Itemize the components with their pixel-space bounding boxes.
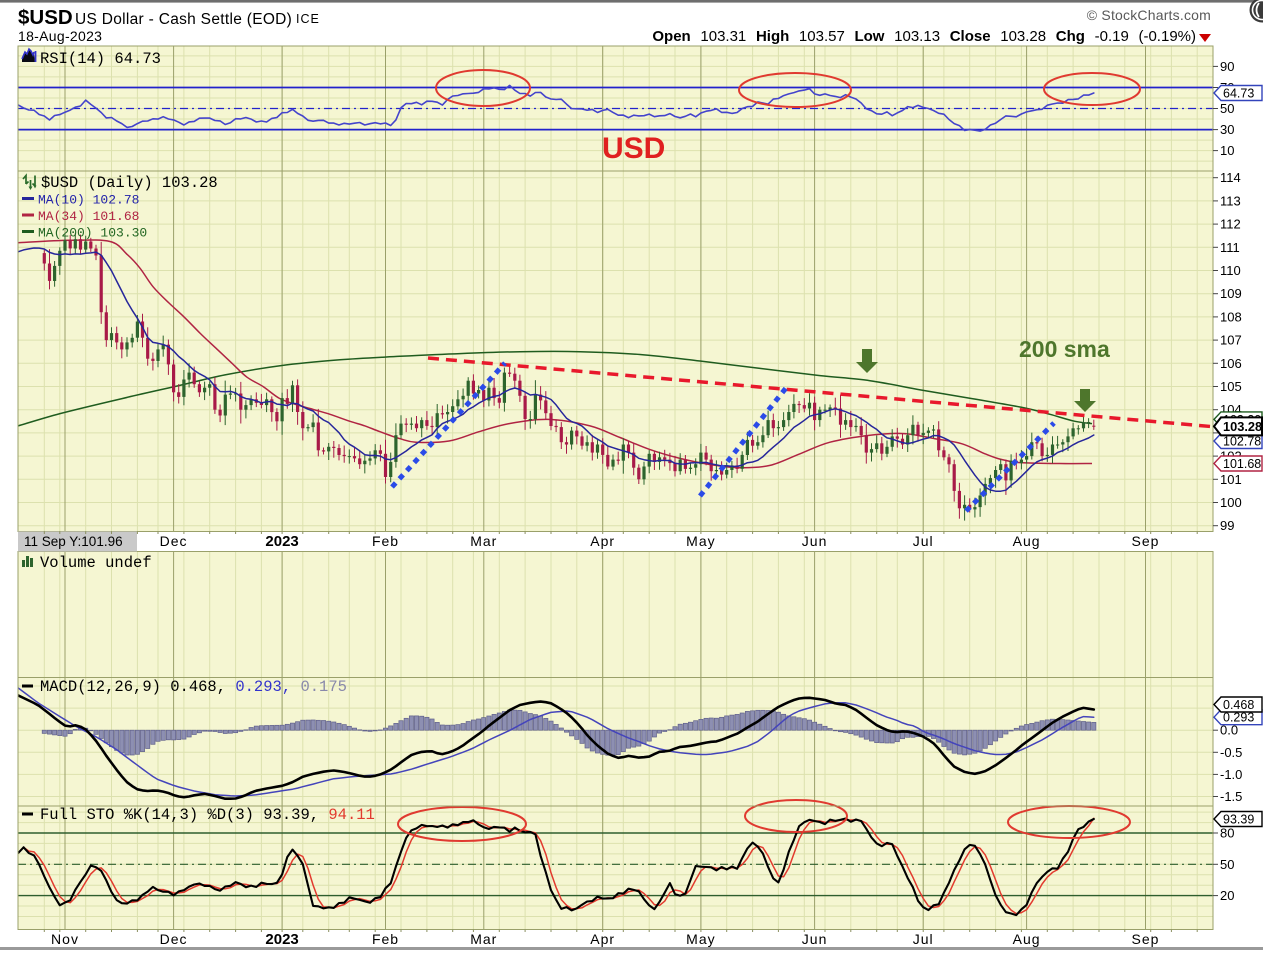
svg-text:-0.5: -0.5 — [1220, 745, 1242, 760]
svg-text:MACD(12,26,9) 0.468, 0.293, 0.: MACD(12,26,9) 0.468, 0.293, 0.175 — [40, 678, 347, 696]
svg-text:10: 10 — [1220, 143, 1234, 158]
svg-text:93.39: 93.39 — [1223, 813, 1254, 827]
svg-text:2023: 2023 — [265, 533, 298, 550]
svg-text:$USD (Daily) 103.28: $USD (Daily) 103.28 — [41, 174, 218, 192]
svg-text:Open 103.31 High 103.57 Low: Open 103.31 High 103.57 Low 103.13 Close… — [652, 28, 1196, 45]
svg-text:-1.5: -1.5 — [1220, 789, 1242, 804]
svg-text:99: 99 — [1220, 518, 1234, 533]
svg-text:Aug: Aug — [1013, 533, 1041, 549]
svg-text:11 Sep Y:101.96: 11 Sep Y:101.96 — [24, 534, 123, 549]
svg-text:Sep: Sep — [1132, 533, 1160, 549]
svg-text:ICE: ICE — [296, 12, 320, 26]
svg-text:0.468: 0.468 — [1223, 698, 1254, 712]
svg-text:103.28: 103.28 — [1223, 419, 1262, 434]
svg-text:Jul: Jul — [913, 931, 934, 947]
svg-text:109: 109 — [1220, 286, 1242, 301]
svg-text:107: 107 — [1220, 333, 1242, 348]
svg-text:MA(34) 101.68: MA(34) 101.68 — [38, 209, 139, 224]
svg-text:US Dollar - Cash Settle (EOD): US Dollar - Cash Settle (EOD) — [75, 11, 292, 28]
svg-text:100: 100 — [1220, 495, 1242, 510]
svg-text:Jul: Jul — [913, 533, 934, 549]
svg-text:MA(200) 103.30: MA(200) 103.30 — [38, 226, 147, 241]
svg-text:Dec: Dec — [160, 533, 188, 549]
svg-text:Full STO %K(14,3) %D(3) 93.39,: Full STO %K(14,3) %D(3) 93.39, 94.11 — [40, 806, 375, 824]
svg-text:108: 108 — [1220, 309, 1242, 324]
svg-text:Mar: Mar — [470, 533, 497, 549]
svg-text:Dec: Dec — [160, 931, 188, 947]
svg-text:Mar: Mar — [470, 931, 497, 947]
svg-text:Apr: Apr — [590, 533, 615, 549]
svg-text:Aug: Aug — [1013, 931, 1041, 947]
svg-text:80: 80 — [1220, 826, 1234, 841]
svg-text:101.68: 101.68 — [1223, 457, 1261, 471]
svg-text:0.293: 0.293 — [1223, 711, 1254, 725]
svg-text:50: 50 — [1220, 857, 1234, 872]
svg-text:30: 30 — [1220, 122, 1234, 137]
svg-text:113: 113 — [1220, 193, 1241, 208]
svg-text:Jun: Jun — [802, 931, 828, 947]
svg-text:105: 105 — [1220, 379, 1242, 394]
svg-text:RSI(14) 64.73: RSI(14) 64.73 — [40, 50, 161, 68]
svg-text:MA(10) 102.78: MA(10) 102.78 — [38, 193, 139, 208]
svg-text:© StockCharts.com: © StockCharts.com — [1087, 7, 1211, 23]
svg-text:90: 90 — [1220, 59, 1234, 74]
svg-text:Feb: Feb — [372, 931, 399, 947]
svg-text:106: 106 — [1220, 356, 1242, 371]
svg-text:May: May — [686, 533, 715, 549]
svg-text:112: 112 — [1220, 217, 1241, 232]
svg-text:114: 114 — [1220, 170, 1241, 185]
svg-text:101: 101 — [1220, 472, 1242, 487]
svg-text:200 sma: 200 sma — [1019, 336, 1110, 362]
svg-text:111: 111 — [1220, 240, 1240, 255]
svg-text:50: 50 — [1220, 101, 1234, 116]
svg-text:18-Aug-2023: 18-Aug-2023 — [18, 28, 102, 44]
svg-text:$USD: $USD — [18, 6, 73, 29]
svg-text:110: 110 — [1220, 263, 1241, 278]
svg-text:Sep: Sep — [1132, 931, 1160, 947]
svg-text:Feb: Feb — [372, 533, 399, 549]
svg-text:-1.0: -1.0 — [1220, 767, 1242, 782]
svg-text:USD: USD — [602, 132, 665, 165]
svg-text:2023: 2023 — [265, 931, 298, 948]
svg-text:20: 20 — [1220, 888, 1234, 903]
svg-text:May: May — [686, 931, 715, 947]
svg-text:Apr: Apr — [590, 931, 615, 947]
svg-text:64.73: 64.73 — [1223, 87, 1254, 101]
svg-text:Jun: Jun — [802, 533, 828, 549]
svg-text:Volume undef: Volume undef — [40, 554, 152, 572]
svg-text:Nov: Nov — [51, 931, 79, 947]
svg-text:102.78: 102.78 — [1223, 435, 1261, 449]
